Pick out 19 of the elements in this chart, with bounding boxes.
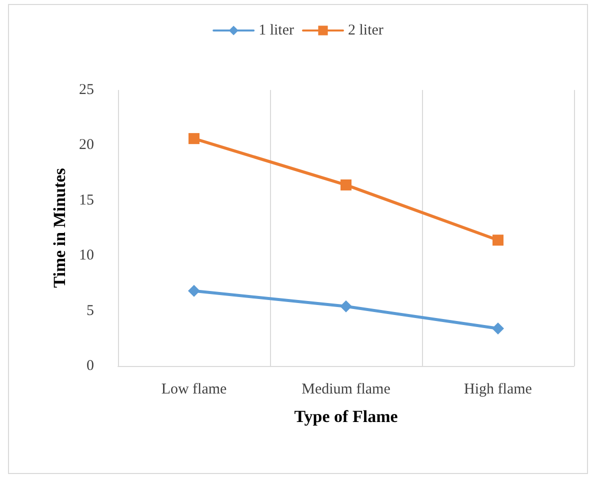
point: [188, 133, 200, 144]
x-tick-label: Low flame: [161, 382, 228, 398]
legend-label: 1 liter: [258, 22, 294, 38]
x-axis-title: Type of Flame: [294, 407, 398, 426]
x-tick-label: Medium flame: [302, 382, 391, 398]
point: [340, 300, 352, 312]
y-tick-label: 10: [79, 248, 94, 264]
y-tick-label: 25: [79, 82, 94, 98]
y-tick-label: 5: [86, 302, 94, 319]
point: [492, 322, 504, 334]
y-tick-label: 0: [86, 358, 94, 374]
y-tick-label: 15: [79, 192, 94, 208]
x-tick-label: High flame: [464, 382, 532, 398]
legend-label: 2 liter: [348, 22, 384, 38]
point: [492, 234, 504, 246]
point: [188, 284, 200, 297]
point: [340, 179, 352, 190]
y-axis-title: Time in Minutes: [50, 168, 69, 288]
y-tick-label: 20: [79, 137, 94, 154]
